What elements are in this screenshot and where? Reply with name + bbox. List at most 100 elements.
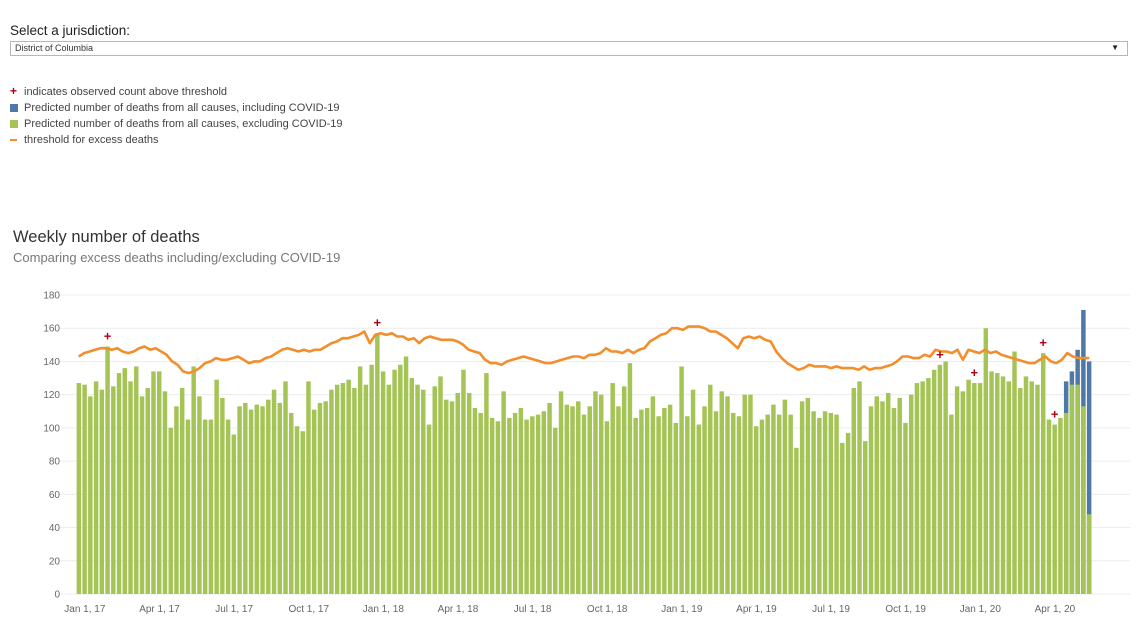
- bar-excluding-covid: [369, 364, 374, 594]
- bar-excluding-covid: [771, 404, 776, 594]
- x-tick-label: Jul 1, 18: [514, 604, 552, 615]
- bar-excluding-covid: [386, 384, 392, 594]
- bar-excluding-covid: [443, 399, 449, 594]
- x-tick-label: Oct 1, 17: [288, 604, 329, 615]
- y-tick-label: 180: [43, 291, 60, 302]
- bar-excluding-covid: [822, 411, 828, 594]
- bar-excluding-covid: [776, 414, 782, 594]
- chevron-down-icon[interactable]: ▼: [1111, 43, 1119, 52]
- bar-excluding-covid: [558, 391, 564, 594]
- bar-excluding-covid: [788, 414, 793, 594]
- bar-excluding-covid: [885, 393, 891, 594]
- bar-excluding-covid: [449, 401, 455, 594]
- bar-excluding-covid: [518, 407, 524, 594]
- y-tick-label: 120: [43, 390, 60, 401]
- bar-excluding-covid: [495, 421, 501, 594]
- x-tick-label: Apr 1, 19: [736, 604, 777, 615]
- bar-excluding-covid: [799, 401, 805, 594]
- bar-excluding-covid: [667, 404, 673, 594]
- bar-excluding-covid: [1086, 514, 1092, 594]
- bar-excluding-covid: [93, 381, 99, 594]
- bar-excluding-covid: [1058, 417, 1063, 594]
- bar-excluding-covid: [989, 371, 994, 594]
- bar-excluding-covid: [713, 411, 719, 594]
- bar-excluding-covid: [105, 346, 110, 594]
- bar-excluding-covid: [82, 384, 87, 594]
- bar-excluding-covid: [903, 422, 908, 594]
- bar-excluding-covid: [627, 363, 633, 594]
- bar-excluding-covid: [972, 383, 977, 594]
- legend-label: threshold for excess deaths: [24, 134, 159, 146]
- bar-excluding-covid: [357, 366, 363, 594]
- bar-excluding-covid: [323, 401, 328, 594]
- bar-excluding-covid: [983, 328, 989, 594]
- bar-excluding-covid: [656, 416, 661, 594]
- jurisdiction-select[interactable]: District of Columbia ▼: [10, 41, 1128, 56]
- bar-excluding-covid: [937, 364, 943, 594]
- bar-excluding-covid: [621, 386, 627, 594]
- bar-excluding-covid: [185, 419, 191, 594]
- y-tick-label: 40: [49, 523, 61, 534]
- bar-excluding-covid: [598, 394, 604, 594]
- bar-excluding-covid: [225, 419, 231, 594]
- bar-excluding-covid: [1023, 376, 1029, 594]
- bar-excluding-covid: [547, 402, 552, 594]
- bar-excluding-covid: [197, 396, 202, 594]
- bar-excluding-covid: [208, 419, 214, 594]
- bar-excluding-covid: [202, 419, 208, 594]
- bar-excluding-covid: [99, 389, 105, 594]
- bar-excluding-covid: [1012, 351, 1017, 594]
- plus-icon: +: [1039, 335, 1047, 350]
- x-tick-label: Jul 1, 17: [215, 604, 253, 615]
- bar-excluding-covid: [587, 406, 592, 594]
- bar-excluding-covid: [863, 441, 868, 594]
- bar-excluding-covid: [650, 396, 656, 594]
- bar-excluding-covid: [868, 406, 874, 594]
- bar-excluding-covid: [811, 411, 816, 594]
- bar-excluding-covid: [570, 406, 575, 594]
- legend-swatch-blue: [10, 104, 18, 112]
- bar-excluding-covid: [174, 406, 179, 594]
- x-tick-label: Jan 1, 17: [64, 604, 106, 615]
- bar-excluding-covid: [145, 388, 150, 594]
- bar-excluding-covid: [294, 426, 300, 594]
- bar-excluding-covid: [995, 373, 1000, 594]
- bar-excluding-covid: [289, 412, 294, 594]
- bar-excluding-covid: [897, 397, 902, 594]
- bar-excluding-covid: [432, 386, 437, 594]
- bar-excluding-covid: [243, 402, 248, 594]
- bar-excluding-covid: [690, 389, 696, 594]
- bar-excluding-covid: [76, 383, 82, 594]
- bar-excluding-covid: [1000, 376, 1006, 594]
- bar-excluding-covid: [1081, 406, 1086, 594]
- chart-subtitle: Comparing excess deaths including/exclud…: [13, 250, 341, 265]
- weekly-deaths-chart: 0 20 40 60 80 100 120 140 160 180 + + + + + + Jan 1, 17 A…: [43, 291, 1130, 615]
- bar-excluding-covid: [535, 414, 541, 594]
- bar-excluding-covid: [977, 383, 983, 594]
- bar-excluding-covid: [501, 391, 506, 594]
- bar-excluding-covid: [679, 366, 684, 594]
- bar-excluding-covid: [530, 416, 535, 594]
- bar-excluding-covid: [484, 373, 489, 594]
- bar-excluding-covid: [1063, 412, 1069, 594]
- bar-excluding-covid: [507, 417, 512, 594]
- x-tick-label: Oct 1, 19: [885, 604, 926, 615]
- bar-excluding-covid: [111, 386, 116, 594]
- bar-excluding-covid: [311, 409, 317, 594]
- bar-excluding-covid: [283, 381, 288, 594]
- bar-excluding-covid: [840, 442, 845, 594]
- bar-excluding-covid: [564, 404, 570, 594]
- legend-swatch-green: [10, 120, 18, 128]
- bar-excluding-covid: [466, 393, 472, 594]
- bar-including-covid: [1086, 361, 1092, 594]
- bar-excluding-covid: [891, 407, 897, 594]
- bar-excluding-covid: [610, 383, 615, 594]
- bar-excluding-covid: [851, 388, 857, 594]
- bar-excluding-covid: [128, 381, 133, 594]
- bar-excluding-covid: [162, 391, 168, 594]
- bar-excluding-covid: [524, 419, 529, 594]
- bar-excluding-covid: [1069, 384, 1075, 594]
- bar-excluding-covid: [593, 391, 598, 594]
- bar-excluding-covid: [260, 406, 265, 594]
- bar-excluding-covid: [403, 356, 409, 594]
